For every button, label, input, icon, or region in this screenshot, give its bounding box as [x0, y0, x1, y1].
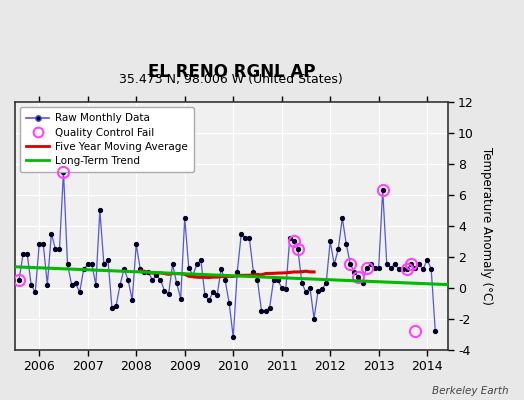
Y-axis label: Temperature Anomaly (°C): Temperature Anomaly (°C) — [481, 147, 493, 305]
Title: EL RENO RGNL AP: EL RENO RGNL AP — [148, 63, 315, 81]
Text: Berkeley Earth: Berkeley Earth — [432, 386, 508, 396]
Legend: Raw Monthly Data, Quality Control Fail, Five Year Moving Average, Long-Term Tren: Raw Monthly Data, Quality Control Fail, … — [20, 107, 193, 172]
Text: 35.473 N, 98.006 W (United States): 35.473 N, 98.006 W (United States) — [119, 73, 343, 86]
